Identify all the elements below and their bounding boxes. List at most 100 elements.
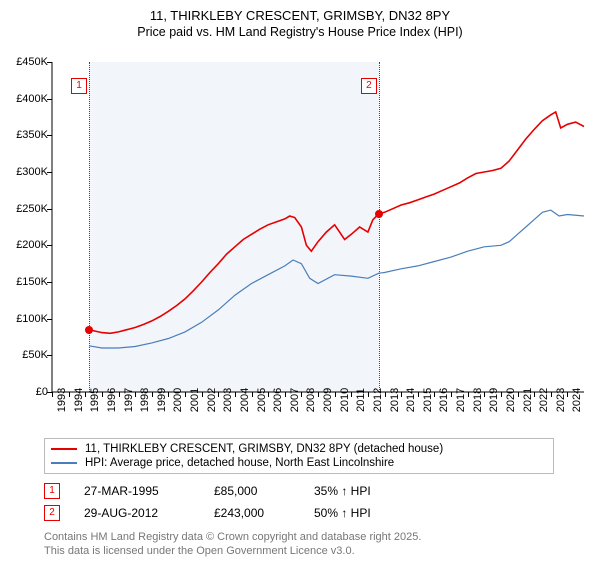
xtick-label: 1997 (123, 388, 135, 412)
xtick (567, 392, 568, 397)
xtick (135, 392, 136, 397)
xtick (335, 392, 336, 397)
xtick (468, 392, 469, 397)
sale-row: 2 29-AUG-2012£243,00050% ↑ HPI (44, 502, 554, 524)
xtick (69, 392, 70, 397)
xtick (185, 392, 186, 397)
xtick-label: 2005 (256, 388, 268, 412)
xtick-label: 2010 (339, 388, 351, 412)
ytick-label: £450K (4, 56, 48, 68)
xtick-label: 2015 (422, 388, 434, 412)
marker-number-box: 2 (361, 78, 377, 94)
xtick-label: 2012 (372, 388, 384, 412)
ytick-label: £300K (4, 166, 48, 178)
ytick-label: £250K (4, 203, 48, 215)
xtick (551, 392, 552, 397)
xtick-label: 2011 (355, 388, 367, 412)
xtick (202, 392, 203, 397)
xtick (434, 392, 435, 397)
ytick-label: £200K (4, 239, 48, 251)
xtick (318, 392, 319, 397)
xtick (218, 392, 219, 397)
legend-row: HPI: Average price, detached house, Nort… (51, 456, 547, 470)
xtick-label: 2018 (472, 388, 484, 412)
xtick (268, 392, 269, 397)
marker-number-box: 1 (71, 78, 87, 94)
sale-pct-vs-hpi: 35% ↑ HPI (314, 484, 394, 498)
marker-dot (375, 210, 383, 218)
xtick-label: 2008 (305, 388, 317, 412)
sale-marker-box: 1 (44, 483, 60, 499)
legend-label: 11, THIRKLEBY CRESCENT, GRIMSBY, DN32 8P… (85, 443, 443, 455)
xtick-label: 2009 (322, 388, 334, 412)
xtick-label: 2022 (538, 388, 550, 412)
xtick (119, 392, 120, 397)
xtick (301, 392, 302, 397)
xtick-label: 2020 (505, 388, 517, 412)
marker-dot (85, 326, 93, 334)
xtick-label: 2019 (488, 388, 500, 412)
attribution-footer: Contains HM Land Registry data © Crown c… (44, 530, 554, 559)
sale-price: £243,000 (214, 506, 314, 520)
xtick-label: 1995 (89, 388, 101, 412)
xtick-label: 2003 (222, 388, 234, 412)
xtick-label: 1996 (106, 388, 118, 412)
xtick (252, 392, 253, 397)
xtick (235, 392, 236, 397)
series-price_paid (89, 112, 584, 333)
legend-box: 11, THIRKLEBY CRESCENT, GRIMSBY, DN32 8P… (44, 438, 554, 474)
xtick (85, 392, 86, 397)
xtick (368, 392, 369, 397)
xtick-label: 2007 (289, 388, 301, 412)
xtick (484, 392, 485, 397)
legend-swatch (51, 462, 77, 464)
xtick (501, 392, 502, 397)
xtick-label: 2024 (571, 388, 583, 412)
xtick (285, 392, 286, 397)
ytick-label: £150K (4, 276, 48, 288)
xtick (168, 392, 169, 397)
xtick-label: 1999 (156, 388, 168, 412)
xtick (401, 392, 402, 397)
series-hpi (89, 210, 584, 348)
xtick (52, 392, 53, 397)
xtick-label: 1994 (73, 388, 85, 412)
sale-pct-vs-hpi: 50% ↑ HPI (314, 506, 394, 520)
legend-row: 11, THIRKLEBY CRESCENT, GRIMSBY, DN32 8P… (51, 442, 547, 456)
sale-date: 27-MAR-1995 (84, 484, 214, 498)
xtick-label: 1993 (56, 388, 68, 412)
sale-row: 1 27-MAR-1995£85,00035% ↑ HPI (44, 480, 554, 502)
xtick (102, 392, 103, 397)
sale-rows: 1 27-MAR-1995£85,00035% ↑ HPI 2 29-AUG-2012… (44, 480, 554, 524)
legend-label: HPI: Average price, detached house, Nort… (85, 457, 394, 469)
xtick-label: 2017 (455, 388, 467, 412)
xtick-label: 2021 (522, 388, 534, 412)
xtick-label: 1998 (139, 388, 151, 412)
xtick (418, 392, 419, 397)
footer-line-2: This data is licensed under the Open Gov… (44, 544, 554, 558)
xtick-label: 2016 (438, 388, 450, 412)
sale-date: 29-AUG-2012 (84, 506, 214, 520)
xtick-label: 2000 (172, 388, 184, 412)
chart-title: 11, THIRKLEBY CRESCENT, GRIMSBY, DN32 8P… (0, 8, 600, 23)
ytick-label: £50K (4, 349, 48, 361)
xtick-label: 2002 (206, 388, 218, 412)
sale-price: £85,000 (214, 484, 314, 498)
legend-and-footer: 11, THIRKLEBY CRESCENT, GRIMSBY, DN32 8P… (44, 438, 554, 559)
xtick-label: 2013 (389, 388, 401, 412)
footer-line-1: Contains HM Land Registry data © Crown c… (44, 530, 554, 544)
ytick-label: £350K (4, 129, 48, 141)
sale-marker-box: 2 (44, 505, 60, 521)
xtick (518, 392, 519, 397)
xtick-label: 2001 (189, 388, 201, 412)
xtick-label: 2004 (239, 388, 251, 412)
plot-area: 12 (52, 62, 584, 392)
xtick-label: 2006 (272, 388, 284, 412)
legend-swatch (51, 448, 77, 450)
xtick-label: 2014 (405, 388, 417, 412)
chart-container: 11, THIRKLEBY CRESCENT, GRIMSBY, DN32 8P… (0, 8, 600, 568)
ytick-label: £100K (4, 313, 48, 325)
xtick-label: 2023 (555, 388, 567, 412)
xtick (451, 392, 452, 397)
ytick-label: £0 (4, 386, 48, 398)
